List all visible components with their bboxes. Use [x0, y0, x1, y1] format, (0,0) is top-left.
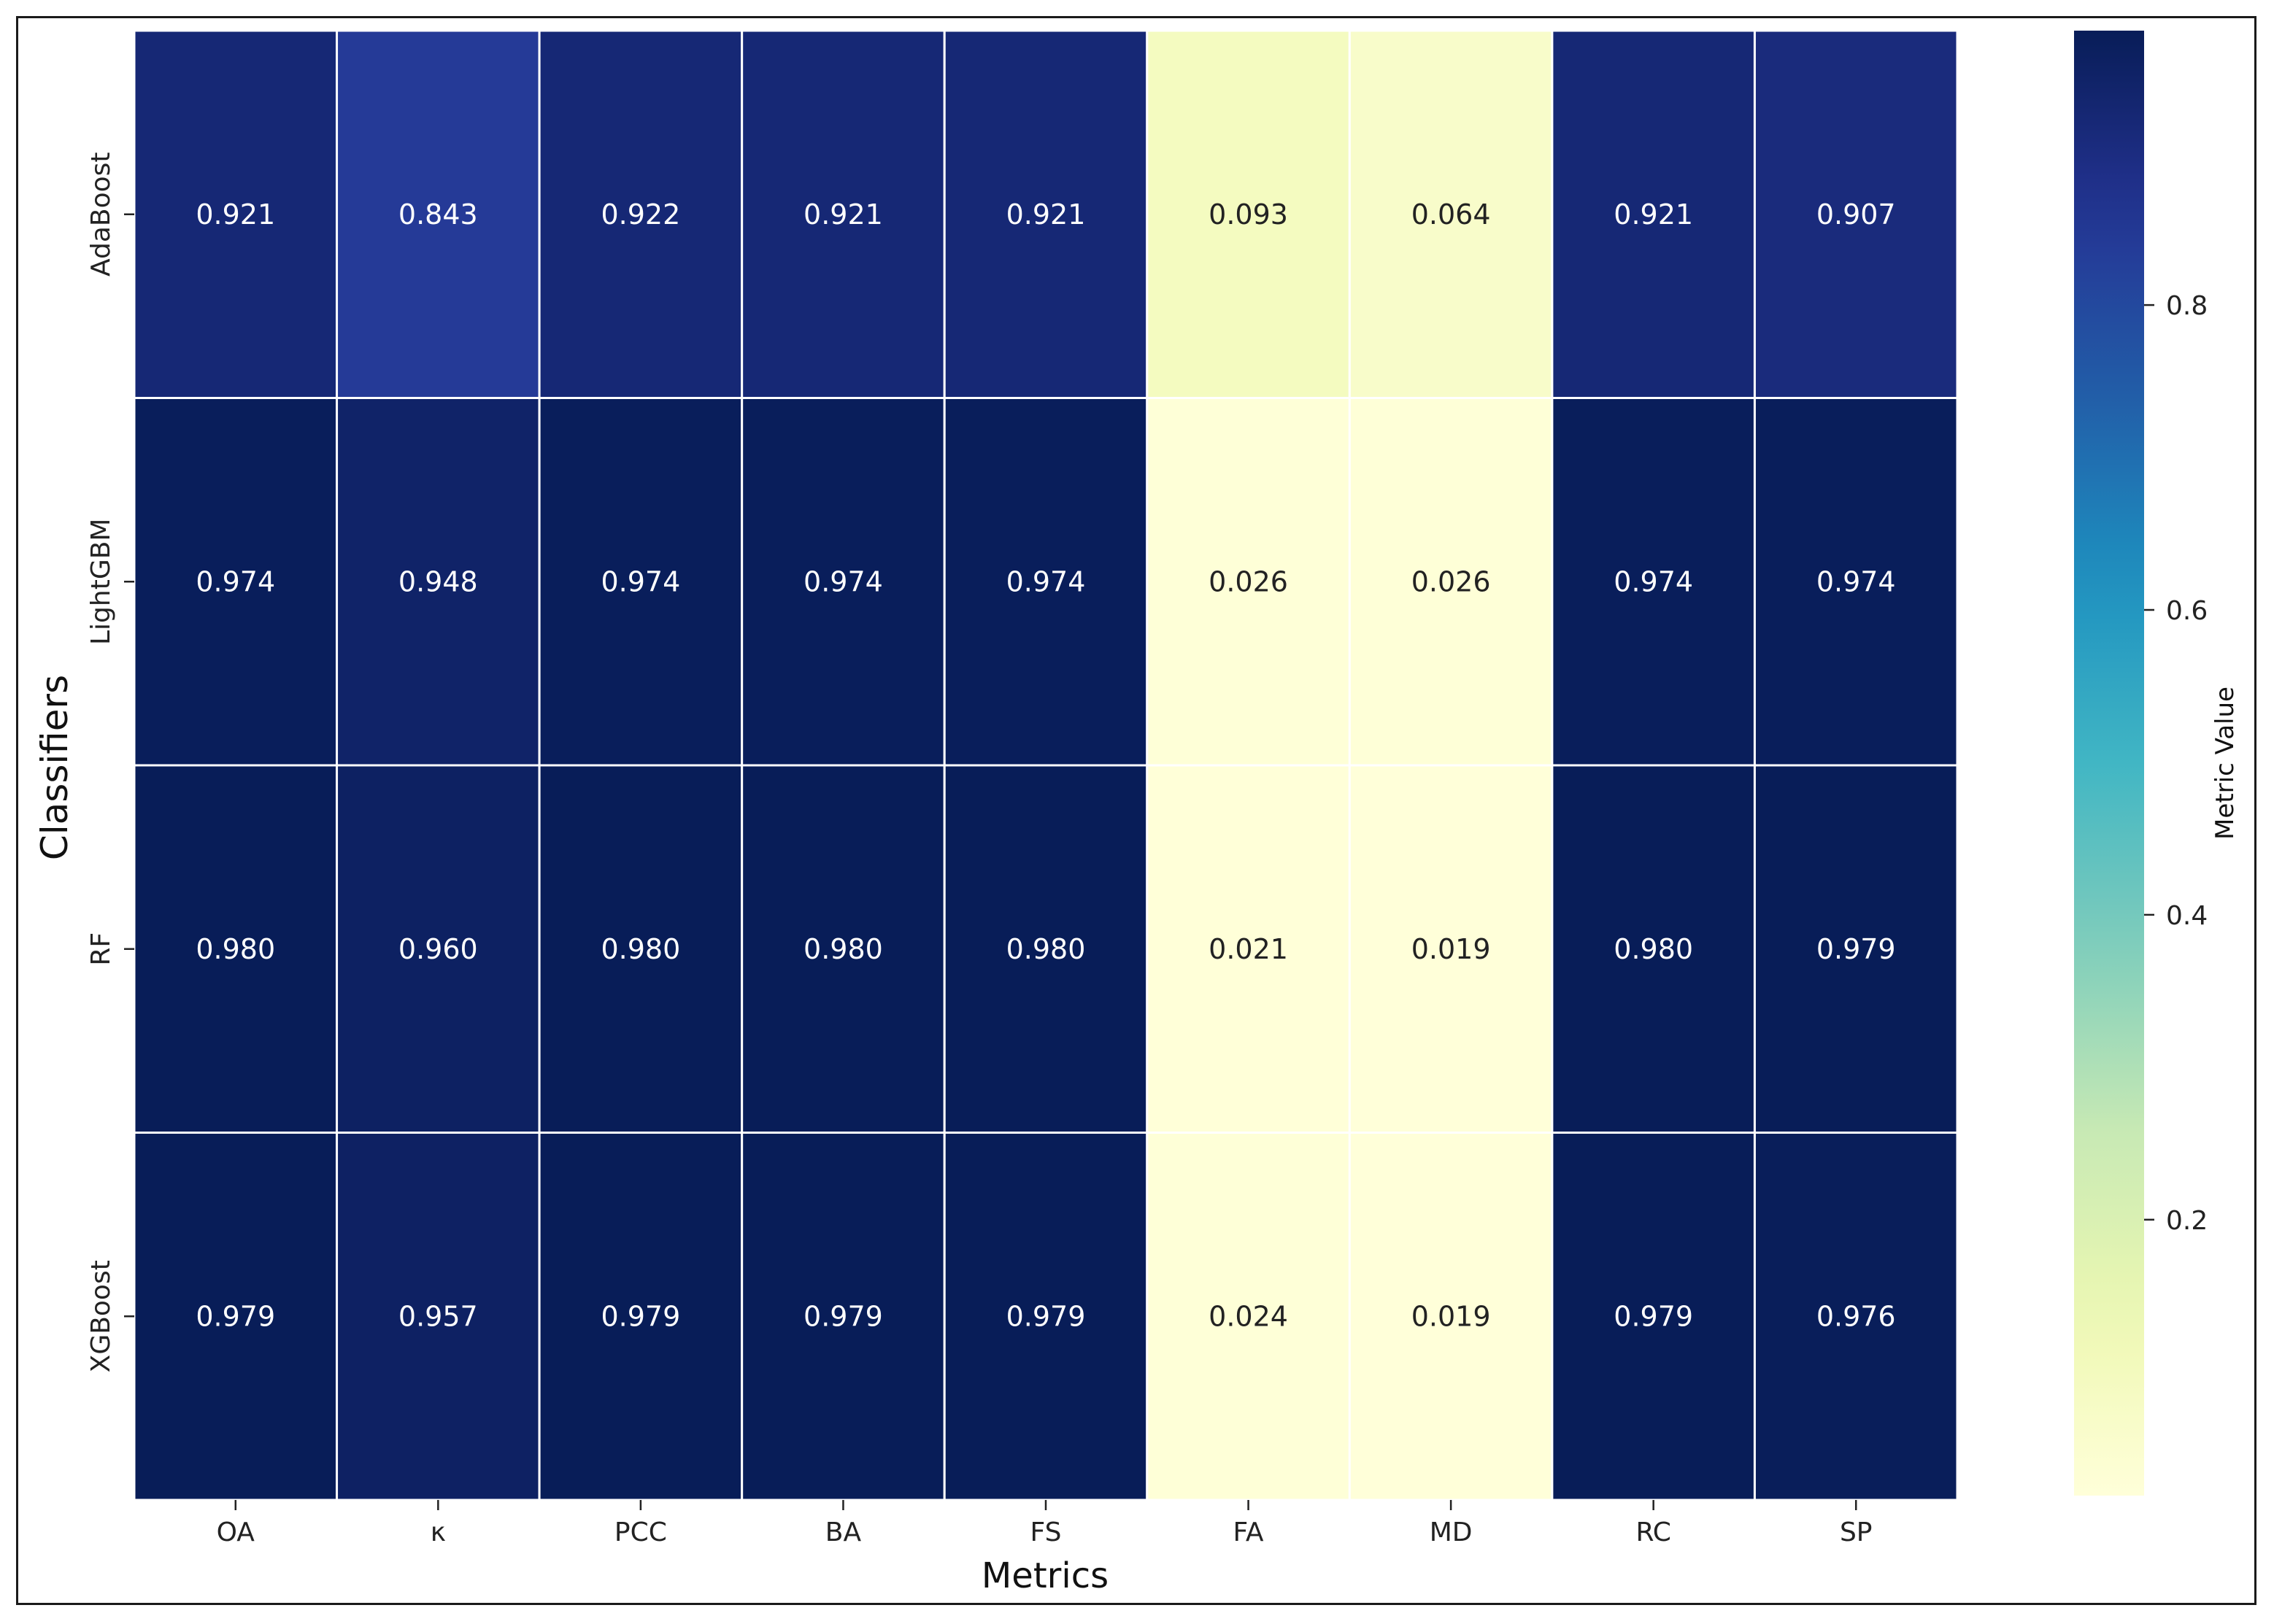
- heatmap-cell: [1348, 1132, 1554, 1501]
- cell-value-label: 0.921: [803, 198, 883, 231]
- x-tick-label: FA: [1233, 1517, 1264, 1547]
- heatmap-cell: [943, 397, 1149, 767]
- cell-value-label: 0.019: [1411, 933, 1491, 965]
- y-tick-label: LightGBM: [86, 519, 116, 646]
- heatmap-cell: [133, 29, 339, 399]
- heatmap-cell: [1753, 397, 1959, 767]
- x-tick-label: FS: [1030, 1517, 1062, 1547]
- heatmap-cell: [741, 764, 946, 1134]
- heatmap-cell: [1551, 1132, 1756, 1501]
- cell-value-label: 0.979: [1006, 1300, 1086, 1332]
- cell-value-label: 0.024: [1209, 1300, 1288, 1332]
- cell-value-label: 0.980: [196, 933, 275, 965]
- heatmap-cell: [1146, 397, 1351, 767]
- x-tick-label: BA: [825, 1517, 862, 1547]
- heatmap-cell: [133, 1132, 339, 1501]
- heatmap-cell: [741, 397, 946, 767]
- cell-value-label: 0.974: [1614, 565, 1693, 598]
- cell-value-label: 0.974: [1006, 565, 1086, 598]
- x-tick-label: SP: [1840, 1517, 1873, 1547]
- x-axis-title: Metrics: [982, 1555, 1109, 1596]
- colorbar-ticks: 0.2 0.4 0.6 0.8: [2144, 291, 2208, 1236]
- heatmap-cell: [943, 29, 1149, 399]
- heatmap-cell: [1146, 764, 1351, 1134]
- cell-value-label: 0.093: [1209, 198, 1288, 231]
- cell-value-label: 0.021: [1209, 933, 1288, 965]
- cell-value-label: 0.980: [601, 933, 680, 965]
- heatmap-cell: [336, 29, 541, 399]
- x-tick-label: RC: [1635, 1517, 1670, 1547]
- cell-value-label: 0.026: [1209, 565, 1288, 598]
- x-tick-label: κ: [431, 1517, 446, 1547]
- cell-value-label: 0.921: [1614, 198, 1693, 231]
- heatmap-cell: [1753, 1132, 1959, 1501]
- heatmap-cell: [1753, 29, 1959, 399]
- cell-value-label: 0.948: [398, 565, 478, 598]
- cell-value-label: 0.974: [601, 565, 680, 598]
- heatmap-cell: [336, 397, 541, 767]
- cell-value-labels: 0.921 0.843 0.922 0.921 0.921 0.093 0.064 0.921…: [196, 198, 1895, 1333]
- cell-value-label: 0.974: [1816, 565, 1896, 598]
- y-tick-label: XGBoost: [86, 1260, 116, 1372]
- y-tick-label: RF: [86, 932, 116, 966]
- x-axis: OA κ PCC BA FS FA MD RC SP: [217, 1500, 1873, 1547]
- y-tick-label: AdaBoost: [86, 152, 116, 277]
- colorbar-gradient: [2074, 31, 2144, 1496]
- cell-value-label: 0.922: [601, 198, 680, 231]
- cell-value-label: 0.064: [1411, 198, 1491, 231]
- cell-value-label: 0.979: [601, 1300, 680, 1332]
- cell-value-label: 0.026: [1411, 565, 1491, 598]
- colorbar-tick-label: 0.2: [2166, 1206, 2208, 1236]
- heatmap-cell: [133, 764, 339, 1134]
- heatmap-cell: [538, 764, 744, 1134]
- colorbar: 0.2 0.4 0.6 0.8 Metric Value: [2074, 31, 2240, 1496]
- cell-value-label: 0.957: [398, 1300, 478, 1332]
- colorbar-title: Metric Value: [2211, 687, 2240, 840]
- heatmap-cell: [538, 397, 744, 767]
- cell-value-label: 0.979: [196, 1300, 275, 1332]
- heatmap-cell: [1753, 764, 1959, 1134]
- x-tick-label: PCC: [614, 1517, 667, 1547]
- x-tick-label: MD: [1430, 1517, 1473, 1547]
- y-axis: AdaBoost LightGBM RF XGBoost: [86, 152, 134, 1372]
- heatmap-cell: [336, 764, 541, 1134]
- cell-value-label: 0.979: [803, 1300, 883, 1332]
- heatmap-cell: [1551, 764, 1756, 1134]
- heatmap-cell: [741, 29, 946, 399]
- cell-value-label: 0.974: [803, 565, 883, 598]
- heatmap-cell: [538, 1132, 744, 1501]
- cell-value-label: 0.976: [1816, 1300, 1896, 1332]
- cell-value-label: 0.980: [803, 933, 883, 965]
- cell-value-label: 0.979: [1816, 933, 1896, 965]
- cell-value-label: 0.960: [398, 933, 478, 965]
- x-tick-label: OA: [217, 1517, 255, 1547]
- heatmap-cell: [1348, 397, 1554, 767]
- colorbar-tick-label: 0.4: [2166, 901, 2208, 931]
- cell-value-label: 0.980: [1614, 933, 1693, 965]
- cell-value-label: 0.921: [196, 198, 275, 231]
- colorbar-tick-label: 0.8: [2166, 291, 2208, 321]
- cell-value-label: 0.980: [1006, 933, 1086, 965]
- cell-value-label: 0.019: [1411, 1300, 1491, 1332]
- heatmap-cell: [538, 29, 744, 399]
- heatmap-cell: [1348, 29, 1554, 399]
- heatmap-cells: [133, 29, 1959, 1501]
- cell-value-label: 0.843: [398, 198, 478, 231]
- heatmap-cell: [1551, 397, 1756, 767]
- cell-value-label: 0.921: [1006, 198, 1086, 231]
- cell-value-label: 0.974: [196, 565, 275, 598]
- y-axis-title: Classifiers: [34, 675, 76, 860]
- cell-value-label: 0.979: [1614, 1300, 1693, 1332]
- cell-value-label: 0.907: [1816, 198, 1896, 231]
- colorbar-tick-label: 0.6: [2166, 596, 2208, 626]
